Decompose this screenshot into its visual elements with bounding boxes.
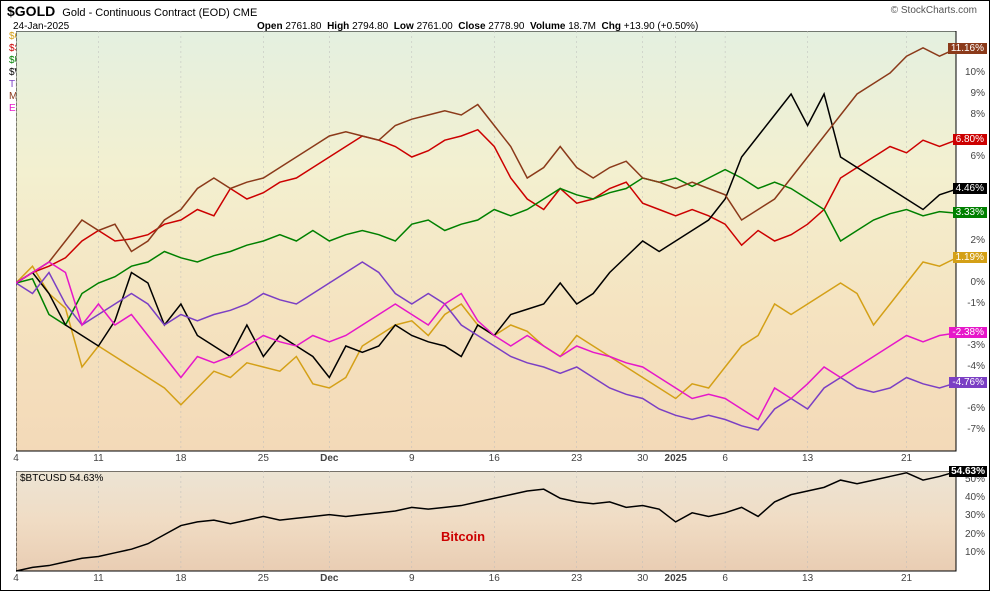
end-label: 11.16%	[948, 43, 987, 54]
chart-header: $GOLD Gold - Continuous Contract (EOD) C…	[7, 3, 983, 29]
end-label: 6.80%	[953, 134, 987, 145]
end-label: 3.33%	[953, 207, 987, 218]
bottom-chart	[16, 471, 958, 573]
bottom-legend: $BTCUSD 54.63%	[20, 473, 103, 484]
chart-container: $GOLD Gold - Continuous Contract (EOD) C…	[0, 0, 990, 591]
end-label: -2.38%	[949, 327, 987, 338]
symbol-title: $GOLD	[7, 3, 55, 19]
symbol-desc: Gold - Continuous Contract (EOD) CME	[62, 7, 257, 19]
bottom-end-label: 54.63%	[949, 466, 987, 477]
end-label: 4.46%	[953, 183, 987, 194]
attribution: © StockCharts.com	[891, 5, 977, 16]
main-chart	[16, 31, 958, 453]
end-label: 1.19%	[953, 252, 987, 263]
end-label: -4.76%	[949, 377, 987, 388]
bottom-title: Bitcoin	[441, 529, 485, 544]
